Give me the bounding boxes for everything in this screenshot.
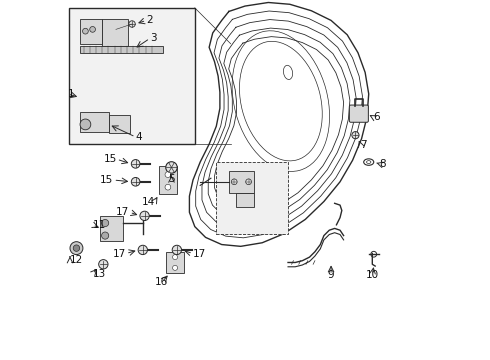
Text: 3: 3 (150, 33, 157, 43)
Bar (80, 19, 101, 44)
Circle shape (166, 162, 177, 173)
Bar (100, 216, 123, 241)
Bar (236, 193, 254, 207)
Text: 15: 15 (100, 175, 113, 185)
Circle shape (138, 245, 147, 255)
Bar (80, 112, 109, 132)
FancyBboxPatch shape (349, 105, 368, 122)
Bar (166, 252, 184, 273)
Circle shape (131, 159, 140, 168)
Bar (229, 171, 254, 193)
Circle shape (101, 232, 109, 239)
Text: 7: 7 (361, 140, 367, 150)
Circle shape (131, 177, 140, 186)
Text: 11: 11 (93, 220, 106, 230)
Bar (69, 8, 195, 144)
Circle shape (73, 245, 80, 251)
Circle shape (140, 211, 149, 221)
Text: 10: 10 (366, 270, 379, 280)
Text: 5: 5 (168, 174, 175, 184)
Bar (80, 46, 163, 53)
Circle shape (165, 172, 171, 177)
Circle shape (98, 260, 108, 269)
Bar (216, 162, 288, 234)
Text: 4: 4 (136, 132, 142, 142)
Bar (109, 116, 130, 134)
Text: 15: 15 (103, 154, 117, 164)
Text: 17: 17 (116, 207, 129, 217)
Text: 16: 16 (155, 277, 169, 287)
Circle shape (172, 245, 181, 255)
Text: 17: 17 (193, 248, 206, 258)
Text: 12: 12 (70, 255, 83, 265)
Text: 14: 14 (142, 197, 155, 207)
Text: 13: 13 (93, 269, 106, 279)
Circle shape (101, 220, 109, 226)
Text: 6: 6 (373, 112, 380, 122)
Circle shape (70, 242, 83, 255)
Circle shape (245, 179, 251, 185)
Circle shape (129, 21, 135, 27)
Circle shape (90, 27, 96, 32)
Circle shape (352, 132, 359, 139)
Text: 2: 2 (147, 15, 153, 26)
Circle shape (172, 265, 177, 270)
Bar (159, 166, 177, 194)
Text: 17: 17 (113, 248, 126, 258)
Text: 1: 1 (68, 89, 74, 99)
Circle shape (172, 255, 177, 260)
Circle shape (231, 179, 237, 185)
Text: 9: 9 (328, 270, 334, 280)
Text: 8: 8 (379, 159, 386, 169)
Circle shape (165, 184, 171, 190)
Circle shape (80, 119, 91, 130)
Bar (101, 19, 128, 45)
Circle shape (82, 28, 88, 34)
